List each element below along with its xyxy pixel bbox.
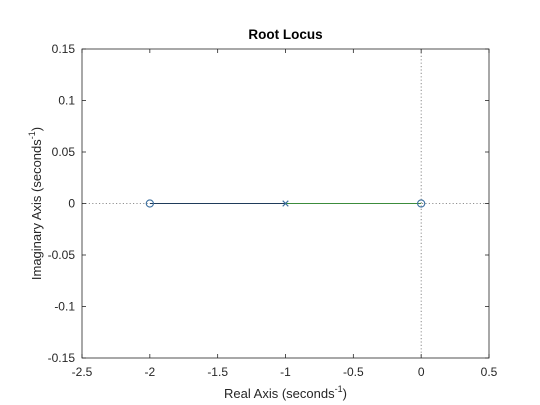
x-tick-label: -2.5	[72, 365, 93, 379]
x-tick-label: -1	[280, 365, 291, 379]
pole-zero-markers	[145, 199, 426, 208]
pole-marker-1	[282, 200, 289, 207]
x-tick-label: -1.5	[207, 365, 228, 379]
y-axis-label: Imaginary Axis (seconds-1)	[27, 127, 44, 280]
y-tick-label: 0	[68, 197, 75, 211]
x-tick-label: 0	[418, 365, 425, 379]
x-tick-label: 0.5	[481, 365, 498, 379]
y-tick-label: 0.05	[52, 145, 76, 159]
y-tick-label: -0.1	[54, 300, 75, 314]
x-axis-label-close: )	[343, 386, 347, 401]
zero-marker-2	[417, 199, 426, 208]
axis-ticks: -2.5 -2 -1.5 -1 -0.5 0 0.5 -0.15 -0.1 -0.05 0 0.05 0…	[48, 42, 498, 379]
y-tick-label: -0.15	[48, 351, 76, 365]
reference-lines	[82, 49, 489, 358]
y-tick-label: 0.15	[52, 42, 76, 56]
y-tick-label: 0.1	[58, 94, 75, 108]
y-axis-label-close: )	[29, 127, 44, 131]
y-axis-label-exponent: -1	[27, 131, 37, 139]
x-axis-label: Real Axis (seconds-1)	[224, 384, 347, 401]
x-axis-label-text: Real Axis (seconds	[224, 386, 335, 401]
x-tick-label: -2	[144, 365, 155, 379]
chart-title: Root Locus	[248, 27, 322, 42]
zero-marker-1	[145, 199, 154, 208]
y-axis-label-text: Imaginary Axis (seconds	[29, 139, 44, 280]
x-tick-label: -0.5	[343, 365, 364, 379]
y-tick-label: -0.05	[48, 248, 76, 262]
x-axis-label-exponent: -1	[335, 384, 343, 394]
